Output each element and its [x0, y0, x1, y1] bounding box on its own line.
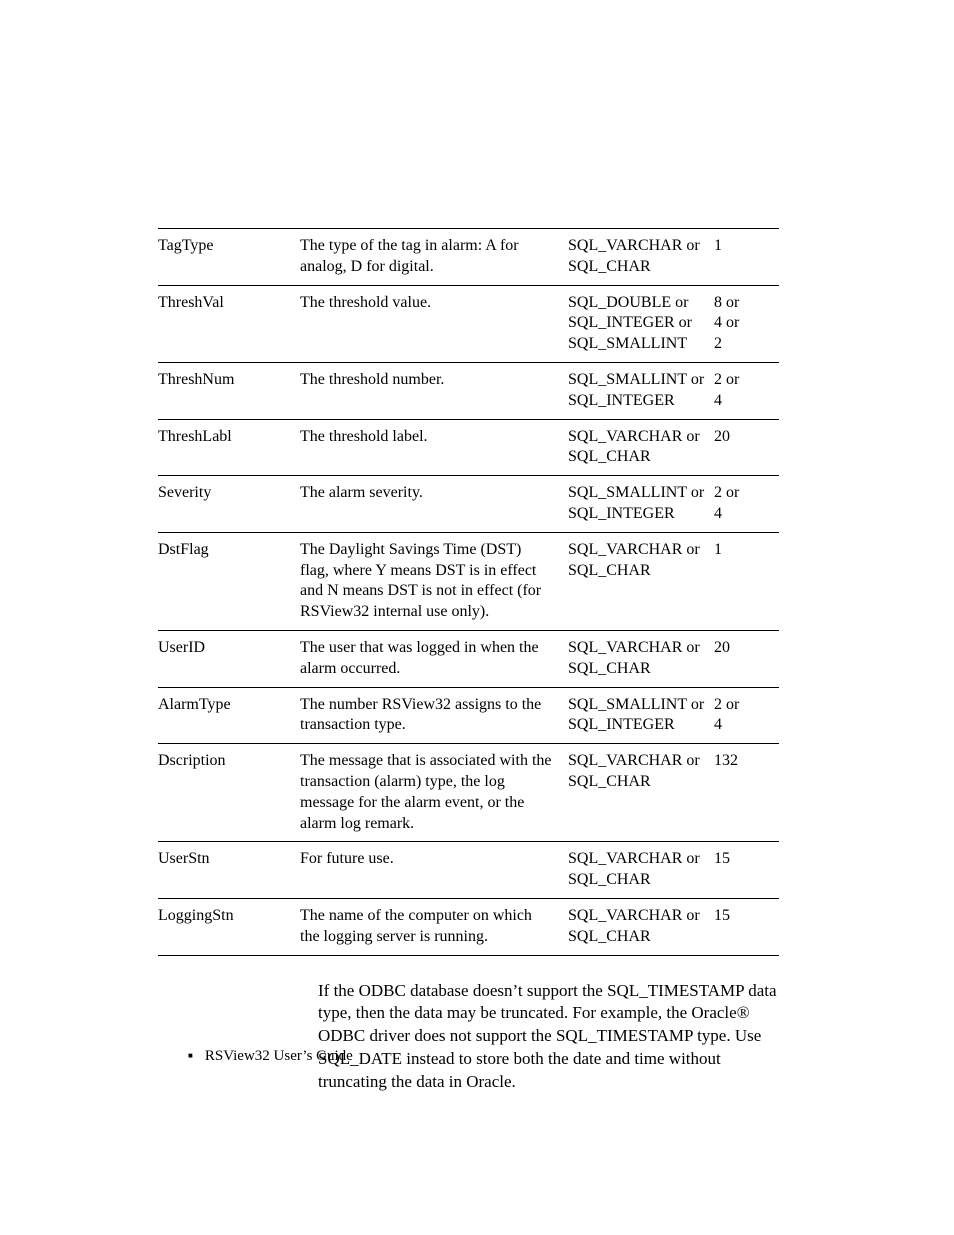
table-body: TagTypeThe type of the tag in alarm: A f… — [158, 229, 779, 956]
field-sql-type: SQL_SMALLINT or SQL_INTEGER — [568, 476, 714, 533]
field-description: The threshold label. — [300, 419, 568, 476]
field-length: 2 or 4 — [714, 476, 779, 533]
field-sql-type: SQL_SMALLINT or SQL_INTEGER — [568, 362, 714, 419]
field-length: 1 — [714, 532, 779, 630]
field-name: LoggingStn — [158, 898, 300, 955]
field-length: 20 — [714, 630, 779, 687]
field-name: ThreshVal — [158, 285, 300, 362]
field-length: 15 — [714, 842, 779, 899]
field-sql-type: SQL_SMALLINT or SQL_INTEGER — [568, 687, 714, 744]
field-description: The Daylight Savings Time (DST) flag, wh… — [300, 532, 568, 630]
field-description: For future use. — [300, 842, 568, 899]
field-length: 2 or 4 — [714, 687, 779, 744]
table-row: ThreshNumThe threshold number.SQL_SMALLI… — [158, 362, 779, 419]
field-description: The type of the tag in alarm: A for anal… — [300, 229, 568, 286]
field-length: 8 or 4 or 2 — [714, 285, 779, 362]
footer-text: RSView32 User’s Guide — [188, 1048, 353, 1065]
field-sql-type: SQL_DOUBLE or SQL_INTEGER or SQL_SMALLIN… — [568, 285, 714, 362]
field-length: 132 — [714, 744, 779, 842]
field-name: UserID — [158, 630, 300, 687]
table-row: SeverityThe alarm severity.SQL_SMALLINT … — [158, 476, 779, 533]
field-name: TagType — [158, 229, 300, 286]
field-length: 15 — [714, 898, 779, 955]
table-row: ThreshValThe threshold value.SQL_DOUBLE … — [158, 285, 779, 362]
field-description: The threshold value. — [300, 285, 568, 362]
field-description: The alarm severity. — [300, 476, 568, 533]
note-paragraph: If the ODBC database doesn’t support the… — [318, 980, 779, 1095]
table-row: LoggingStnThe name of the computer on wh… — [158, 898, 779, 955]
field-name: ThreshNum — [158, 362, 300, 419]
odbc-fields-table: TagTypeThe type of the tag in alarm: A f… — [158, 228, 779, 956]
field-sql-type: SQL_VARCHAR or SQL_CHAR — [568, 630, 714, 687]
table-row: UserIDThe user that was logged in when t… — [158, 630, 779, 687]
field-sql-type: SQL_VARCHAR or SQL_CHAR — [568, 229, 714, 286]
field-length: 2 or 4 — [714, 362, 779, 419]
field-description: The number RSView32 assigns to the trans… — [300, 687, 568, 744]
table-row: ThreshLablThe threshold label.SQL_VARCHA… — [158, 419, 779, 476]
field-length: 1 — [714, 229, 779, 286]
field-name: Dscription — [158, 744, 300, 842]
table-row: DscriptionThe message that is associated… — [158, 744, 779, 842]
table-row: DstFlagThe Daylight Savings Time (DST) f… — [158, 532, 779, 630]
field-name: ThreshLabl — [158, 419, 300, 476]
field-sql-type: SQL_VARCHAR or SQL_CHAR — [568, 744, 714, 842]
field-name: Severity — [158, 476, 300, 533]
field-sql-type: SQL_VARCHAR or SQL_CHAR — [568, 532, 714, 630]
field-length: 20 — [714, 419, 779, 476]
field-description: The user that was logged in when the ala… — [300, 630, 568, 687]
table-row: TagTypeThe type of the tag in alarm: A f… — [158, 229, 779, 286]
field-description: The threshold number. — [300, 362, 568, 419]
field-description: The name of the computer on which the lo… — [300, 898, 568, 955]
field-sql-type: SQL_VARCHAR or SQL_CHAR — [568, 419, 714, 476]
field-name: UserStn — [158, 842, 300, 899]
field-sql-type: SQL_VARCHAR or SQL_CHAR — [568, 898, 714, 955]
field-description: The message that is associated with the … — [300, 744, 568, 842]
table-row: AlarmTypeThe number RSView32 assigns to … — [158, 687, 779, 744]
field-name: AlarmType — [158, 687, 300, 744]
field-name: DstFlag — [158, 532, 300, 630]
table-row: UserStnFor future use.SQL_VARCHAR or SQL… — [158, 842, 779, 899]
field-sql-type: SQL_VARCHAR or SQL_CHAR — [568, 842, 714, 899]
